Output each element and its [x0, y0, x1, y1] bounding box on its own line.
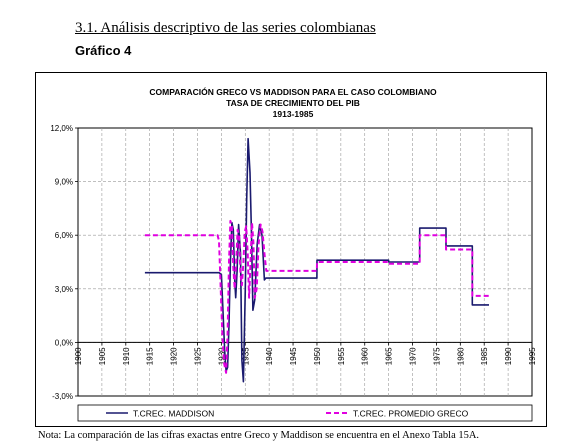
x-tick-label: 1990 [504, 347, 513, 365]
y-tick-label: 6,0% [55, 231, 73, 240]
x-tick-label: 1955 [337, 347, 346, 365]
section-heading: 3.1. Análisis descriptivo de las series … [75, 20, 376, 36]
x-tick-label: 1960 [361, 347, 370, 365]
y-tick-label: -3,0% [52, 392, 73, 401]
chart-title: COMPARACIÓN GRECO VS MADDISON PARA EL CA… [149, 86, 437, 119]
figure-label: Gráfico 4 [75, 43, 132, 58]
chart-title-line: TASA DE CRECIMIENTO DEL PIB [226, 98, 360, 108]
line-chart: COMPARACIÓN GRECO VS MADDISON PARA EL CA… [50, 86, 537, 422]
x-tick-label: 1965 [385, 347, 394, 365]
plot-area [77, 127, 533, 397]
x-tick-label: 1905 [98, 347, 107, 365]
plot-area-border [77, 127, 533, 397]
x-axis: 1900 1905 1910 1915 1920 1925 1930 1935 1940 1945… [74, 342, 537, 365]
y-tick-label: 12,0% [50, 124, 73, 133]
series-lines [144, 137, 489, 383]
x-tick-label: 1995 [528, 347, 537, 365]
footnote: Nota: La comparación de las cifras exact… [38, 430, 480, 441]
x-tick-label: 1970 [409, 347, 418, 365]
x-tick-label: 1950 [313, 347, 322, 365]
x-tick-label: 1915 [146, 347, 155, 365]
legend: T.CREC. MADDISON T.CREC. PROMEDIO GRECO [77, 404, 533, 422]
x-tick-label: 1925 [193, 347, 202, 365]
legend-label: T.CREC. MADDISON [133, 409, 214, 419]
x-tick-label: 1935 [241, 347, 250, 365]
x-tick-label: 1985 [480, 347, 489, 365]
y-axis: -3,0% 0,0% 3,0% 6,0% 9,0% 12,0% [50, 124, 532, 401]
series-line-t-crec-maddison [144, 137, 489, 383]
chart-title-line: 1913-1985 [273, 109, 314, 119]
x-tick-label: 1940 [265, 347, 274, 365]
y-tick-label: 3,0% [55, 285, 73, 294]
legend-box [77, 404, 533, 422]
x-tick-label: 1980 [456, 347, 465, 365]
chart-frame: COMPARACIÓN GRECO VS MADDISON PARA EL CA… [35, 72, 547, 427]
x-tick-label: 1975 [432, 347, 441, 365]
x-tick-label: 1900 [74, 347, 83, 365]
chart-title-line: COMPARACIÓN GRECO VS MADDISON PARA EL CA… [149, 86, 437, 97]
x-tick-label: 1910 [122, 347, 131, 365]
y-tick-label: 0,0% [55, 338, 73, 347]
y-tick-label: 9,0% [55, 178, 73, 187]
x-tick-label: 1945 [289, 347, 298, 365]
legend-label: T.CREC. PROMEDIO GRECO [353, 409, 469, 419]
x-tick-label: 1920 [170, 347, 179, 365]
x-tick-label: 1930 [217, 347, 226, 365]
